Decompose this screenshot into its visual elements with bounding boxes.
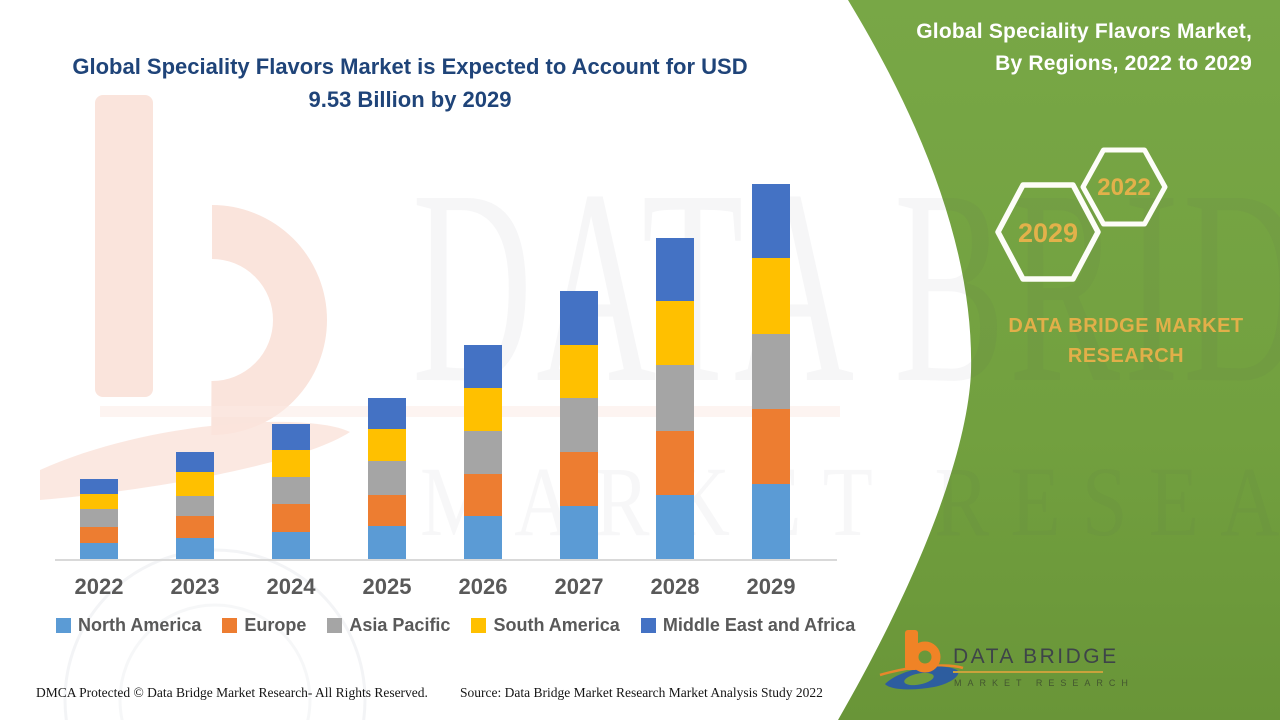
bar-segment-2025-south-america <box>368 429 406 462</box>
logo-underline <box>953 671 1103 673</box>
bar-segment-2025-europe <box>368 494 406 527</box>
bar-segment-2025-north-america <box>368 526 406 559</box>
bar-segment-2029-north-america <box>752 483 790 559</box>
x-axis-label-2023: 2023 <box>170 574 220 599</box>
green-panel-path <box>838 0 1280 720</box>
legend-swatch-icon <box>640 618 656 633</box>
legend-item-south-america: South America <box>471 615 620 636</box>
legend-item-europe: Europe <box>222 615 306 636</box>
legend-item-asia-pacific: Asia Pacific <box>327 615 450 636</box>
bar-segment-2022-europe <box>80 526 118 543</box>
legend-item-middle-east-and-africa: Middle East and Africa <box>640 615 856 636</box>
bar-segment-2027-europe <box>560 452 598 506</box>
bar-segment-2028-middle-east-and-africa <box>656 237 694 302</box>
logo-sub-text: MARKET RESEARCH <box>954 678 1134 688</box>
dmca-copyright-text: DMCA Protected © Data Bridge Market Rese… <box>36 685 428 700</box>
legend-swatch-icon <box>327 618 343 633</box>
bar-segment-2024-asia-pacific <box>272 477 310 504</box>
bar-segment-2029-south-america <box>752 258 790 334</box>
bar-segment-2024-europe <box>272 503 310 533</box>
x-axis-label-2026: 2026 <box>458 574 508 599</box>
bar-segment-2023-middle-east-and-africa <box>176 451 214 473</box>
bar-segment-2024-north-america <box>272 532 310 559</box>
chart-title: Global Speciality Flavors Market is Expe… <box>72 54 748 112</box>
bar-segment-2022-south-america <box>80 494 118 510</box>
legend-swatch-icon <box>56 618 71 633</box>
bar-segment-2028-europe <box>656 430 694 495</box>
bar-segment-2027-asia-pacific <box>560 398 598 453</box>
bar-segment-2026-north-america <box>464 515 502 559</box>
bar-segment-2027-middle-east-and-africa <box>560 290 598 345</box>
bar-segment-2029-middle-east-and-africa <box>752 184 790 259</box>
chart-legend: North America Europe Asia Pacific South Ame… <box>56 615 876 636</box>
bar-segment-2022-asia-pacific <box>80 509 118 527</box>
bar-segment-2024-middle-east-and-africa <box>272 424 310 451</box>
panel-heading-line2: By Regions, 2022 to 2029 <box>995 52 1252 75</box>
x-axis-label-2024: 2024 <box>266 574 316 599</box>
bar-segment-2023-south-america <box>176 472 214 496</box>
bar-segment-2023-europe <box>176 515 214 539</box>
hexagon-year-2029: 2029 <box>1017 218 1079 248</box>
x-axis-label-2027: 2027 <box>554 574 604 599</box>
x-axis-line <box>55 559 837 561</box>
legend-swatch-icon <box>471 618 487 633</box>
logo-name-text: DATA BRIDGE <box>953 645 1119 668</box>
legend-item-north-america: North America <box>56 615 201 636</box>
bar-segment-2027-south-america <box>560 344 598 399</box>
bar-segment-2024-south-america <box>272 450 310 478</box>
legend-label: South America <box>493 615 620 635</box>
bar-segment-2027-north-america <box>560 505 598 559</box>
legend-label: Europe <box>244 615 307 635</box>
legend-swatch-icon <box>222 618 238 633</box>
legend-label: Middle East and Africa <box>662 615 856 635</box>
x-axis-label-2029: 2029 <box>746 574 796 599</box>
bar-segment-2026-europe <box>464 474 502 516</box>
legend-label: Asia Pacific <box>349 615 451 635</box>
bar-segment-2029-asia-pacific <box>752 333 790 410</box>
x-axis-label-2022: 2022 <box>74 574 124 599</box>
legend-label: North America <box>78 615 202 635</box>
bar-segment-2023-north-america <box>176 538 214 559</box>
bar-segment-2025-middle-east-and-africa <box>368 397 406 430</box>
bar-segment-2029-europe <box>752 409 790 484</box>
panel-heading: Global Speciality Flavors Market, By Reg… <box>832 16 1252 80</box>
bar-segment-2022-north-america <box>80 542 118 559</box>
source-text: Source: Data Bridge Market Research Mark… <box>460 685 823 700</box>
brand-text: DATA BRIDGE MARKET RESEARCH <box>1008 315 1244 367</box>
panel-heading-line1: Global Speciality Flavors Market, <box>916 20 1252 43</box>
bar-segment-2023-asia-pacific <box>176 495 214 516</box>
bar-segment-2028-asia-pacific <box>656 365 694 431</box>
bar-segment-2028-south-america <box>656 301 694 366</box>
bar-segment-2028-north-america <box>656 494 694 559</box>
bar-segment-2022-middle-east-and-africa <box>80 478 118 495</box>
bar-segment-2026-south-america <box>464 388 502 431</box>
bar-segment-2026-asia-pacific <box>464 430 502 475</box>
x-axis-label-2028: 2028 <box>650 574 700 599</box>
bar-segment-2026-middle-east-and-africa <box>464 344 502 389</box>
x-axis-label-2025: 2025 <box>362 574 412 599</box>
hexagon-year-2022: 2022 <box>1097 174 1151 201</box>
bar-segment-2025-asia-pacific <box>368 461 406 495</box>
